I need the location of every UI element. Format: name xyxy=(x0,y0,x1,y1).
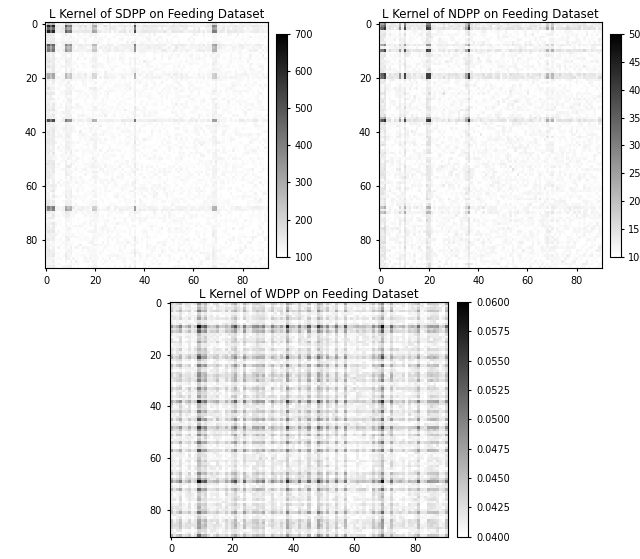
Title: L Kernel of NDPP on Feeding Dataset: L Kernel of NDPP on Feeding Dataset xyxy=(382,8,599,21)
Title: L Kernel of SDPP on Feeding Dataset: L Kernel of SDPP on Feeding Dataset xyxy=(49,8,264,21)
Title: L Kernel of WDPP on Feeding Dataset: L Kernel of WDPP on Feeding Dataset xyxy=(199,288,419,301)
